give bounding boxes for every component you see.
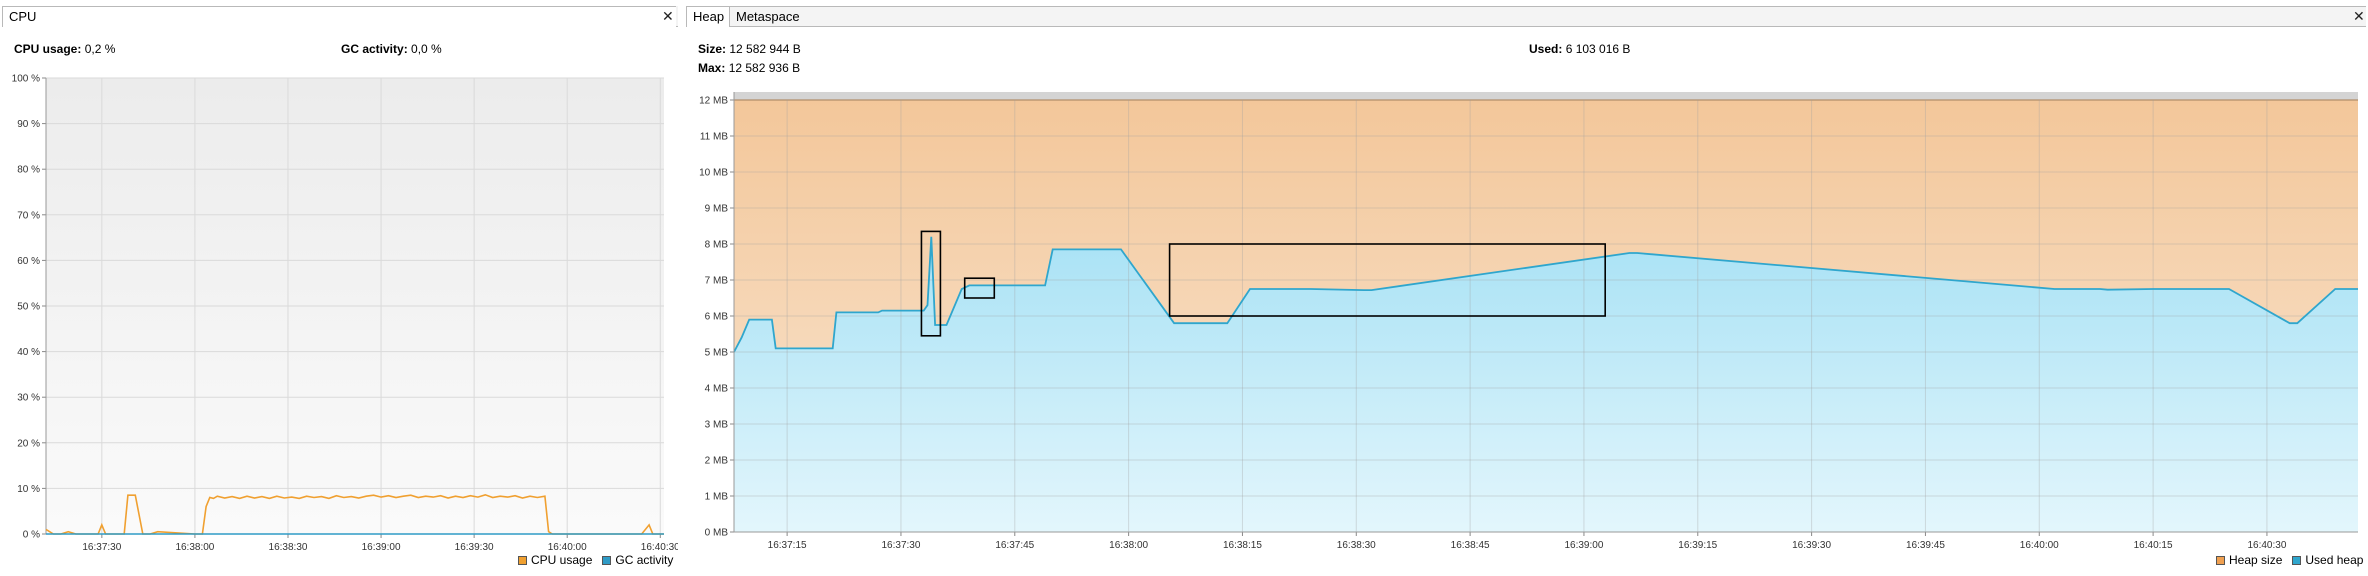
close-cpu-icon[interactable]: ✕ [662,8,674,24]
heap-legend: Heap size Used heap [2216,553,2363,567]
heap-size-value: 12 582 944 B [729,42,801,56]
cpu-legend: CPU usage GC activity [518,553,673,567]
heap-xtick-label: 16:37:45 [995,540,1034,551]
heap-xtick-label: 16:39:30 [1792,540,1831,551]
heap-xtick-label: 16:40:15 [2134,540,2173,551]
highlight-box-spike [920,230,942,337]
cpu-xtick-label: 16:39:00 [362,542,401,553]
cpu-panel: CPU ✕ CPU usage: 0,2 % GC activity: 0,0 … [2,6,678,572]
gc-activity-stat: GC activity: 0,0 % [341,42,442,56]
heap-ytick-label: 4 MB [705,384,729,395]
cpu-ytick-label: 60 % [17,256,40,267]
cpu-usage-value: 0,2 % [84,42,116,56]
heap-ytick-label: 10 MB [699,168,728,179]
heap-xtick-label: 16:39:45 [1906,540,1945,551]
cpu-chart: 0 % 10 % 20 % 30 % 40 % 50 % 60 % 70 % 80 % 90 % 1… [12,74,678,554]
cpu-xtick-label: 16:37:30 [82,542,121,553]
cpu-xtick-label: 16:40:30 [641,542,678,553]
heap-xtick-label: 16:38:45 [1451,540,1490,551]
cpu-ytick-label: 80 % [17,165,40,176]
heap-size-label: Size: [698,42,727,56]
gc-activity-label: GC activity: [341,42,408,56]
heap-ytick-label: 11 MB [700,132,728,143]
heap-panel: Heap Metaspace ✕ Size: 12 582 944 B Max:… [686,6,2366,572]
heap-max-stat: Max: 12 582 936 B [698,61,800,75]
heap-size-stat: Size: 12 582 944 B [698,42,801,56]
heap-xtick-label: 16:37:30 [881,540,920,551]
heap-max-value: 12 582 936 B [728,61,801,75]
close-heap-icon[interactable]: ✕ [2353,8,2365,24]
tab-heap-label: Heap [693,9,725,24]
cpu-ytick-label: 30 % [17,393,40,404]
heap-ytick-label: 5 MB [705,348,729,359]
heap-xtick-label: 16:37:15 [768,540,807,551]
heap-ytick-label: 1 MB [705,492,729,503]
heap-legend-heap-size: Heap size [2229,553,2283,567]
gc-activity-swatch [602,555,612,565]
cpu-usage-stat: CPU usage: 0,2 % [14,42,115,56]
heap-max-label: Max: [698,61,726,75]
heap-xtick-label: 16:40:00 [2020,540,2059,551]
used-heap-line [733,236,2358,353]
cpu-usage-swatch [518,555,527,565]
heap-xtick-label: 16:40:30 [2247,540,2286,551]
heap-xtick-label: 16:39:15 [1678,540,1717,551]
cpu-ytick-label: 100 % [12,74,40,85]
heap-ytick-label: 2 MB [705,456,729,467]
heap-chart: 0 MB 1 MB 2 MB 3 MB 4 MB 5 MB 6 MB 7 MB 8 MB 9 MB… [699,92,2358,551]
cpu-ytick-label: 40 % [17,347,40,358]
tab-metaspace[interactable]: Metaspace [730,6,2366,25]
highlight-box-step [963,277,996,299]
cpu-xtick-label: 16:38:00 [175,542,214,553]
tab-metaspace-label: Metaspace [736,9,800,24]
cpu-ytick-label: 10 % [17,484,40,495]
heap-xtick-label: 16:38:30 [1337,540,1376,551]
heap-ytick-label: 0 MB [705,528,729,539]
heap-ytick-label: 9 MB [705,204,729,215]
heap-headroom [734,92,2358,100]
gc-activity-value: 0,0 % [411,42,442,56]
heap-xtick-label: 16:38:00 [1109,540,1148,551]
cpu-ytick-label: 90 % [17,119,40,130]
cpu-ytick-label: 0 % [23,530,40,541]
cpu-tabbar: CPU ✕ [2,6,678,27]
cpu-xtick-label: 16:40:00 [548,542,587,553]
cpu-ytick-label: 50 % [17,302,40,313]
tab-heap[interactable]: Heap [686,6,730,27]
cpu-legend-cpu-usage: CPU usage [531,553,593,567]
tab-cpu-label: CPU [9,9,37,24]
heap-legend-used-heap: Used heap [2305,553,2364,567]
heap-ytick-label: 8 MB [705,240,729,251]
heap-ytick-label: 6 MB [705,312,729,323]
cpu-ytick-label: 20 % [17,438,40,449]
heap-used-value: 6 103 016 B [1565,42,1631,56]
cpu-legend-gc-activity: GC activity [615,553,674,567]
heap-ytick-label: 7 MB [705,276,729,287]
heap-ytick-label: 12 MB [699,96,728,107]
cpu-ytick-label: 70 % [17,210,40,221]
heap-xtick-label: 16:38:15 [1223,540,1262,551]
heap-ytick-label: 3 MB [705,420,729,431]
tab-cpu[interactable]: CPU [2,6,676,27]
heap-xtick-label: 16:39:00 [1564,540,1603,551]
cpu-xtick-label: 16:39:30 [455,542,494,553]
cpu-usage-label: CPU usage: [14,42,82,56]
heap-tabbar: Heap Metaspace ✕ [686,6,2366,27]
heap-used-stat: Used: 6 103 016 B [1529,42,1630,56]
used-heap-swatch [2292,555,2302,565]
heap-size-swatch [2216,555,2225,565]
used-heap-area [734,236,2358,533]
cpu-xtick-label: 16:38:30 [269,542,308,553]
highlight-box-plateau [1168,243,1606,317]
heap-used-label: Used: [1529,42,1563,56]
